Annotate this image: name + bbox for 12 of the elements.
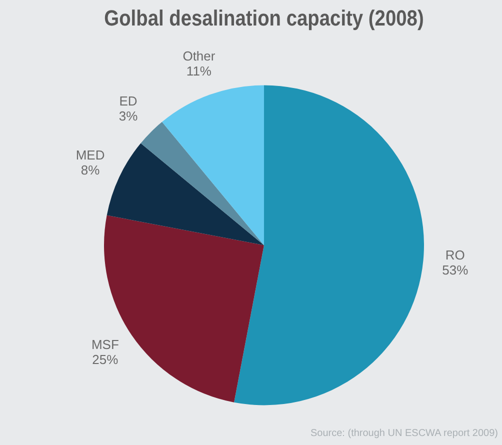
source-note: Source: (through UN ESCWA report 2009) [310,428,498,439]
data-label: 53% [442,262,469,278]
slice-label: MED [76,148,105,163]
slice-label: ED [119,94,138,109]
chart-title: Golbal desalination capacity (2008) [104,6,424,31]
slice-label: Other [182,48,216,64]
data-label: 25% [92,352,119,368]
data-label: 3% [118,108,138,124]
data-label: 11% [186,64,212,79]
slice-label: MSF [91,337,119,352]
slice-label: RO [445,247,465,262]
data-label: 8% [80,162,100,178]
